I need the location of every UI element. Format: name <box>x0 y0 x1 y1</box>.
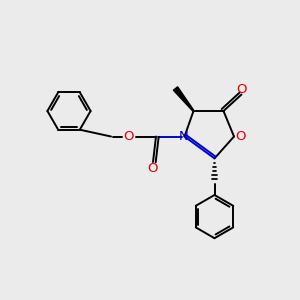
Text: O: O <box>147 162 157 175</box>
Text: O: O <box>236 82 247 96</box>
Polygon shape <box>173 87 194 111</box>
Text: O: O <box>236 130 246 143</box>
Text: N: N <box>179 130 189 143</box>
Text: O: O <box>124 130 134 143</box>
